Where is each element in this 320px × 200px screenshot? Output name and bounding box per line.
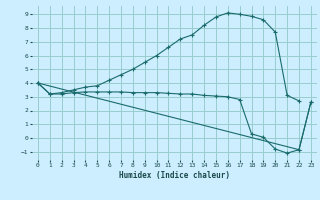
X-axis label: Humidex (Indice chaleur): Humidex (Indice chaleur) — [119, 171, 230, 180]
